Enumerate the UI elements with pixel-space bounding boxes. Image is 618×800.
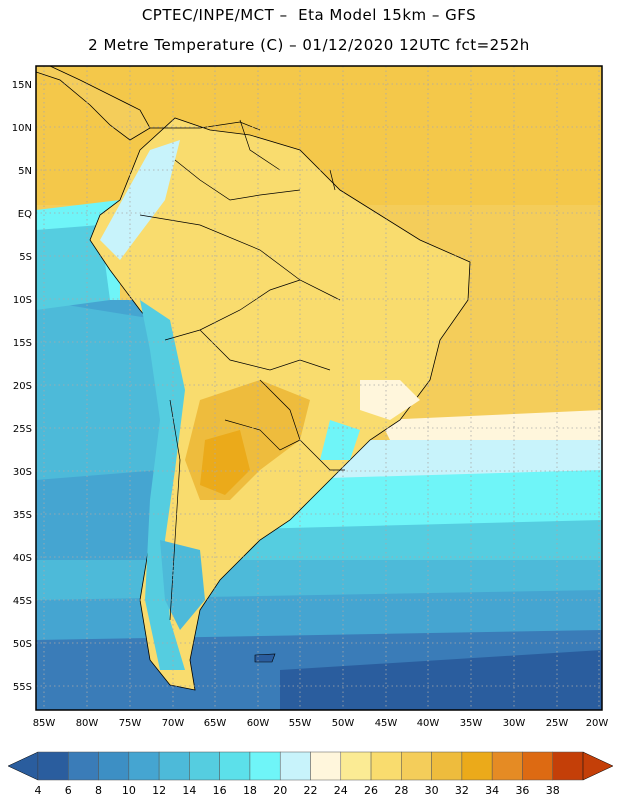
legend-swatch (249, 751, 281, 781)
lat-label: 50S (13, 639, 32, 650)
legend-swatch (68, 751, 99, 781)
legend-swatch (370, 751, 402, 781)
legend-swatch (552, 751, 584, 781)
lat-label: 30S (13, 467, 32, 478)
lon-label: 85W (33, 718, 56, 729)
legend-swatches (7, 751, 614, 781)
longitude-labels: 85W 80W 75W 70W 65W 60W 55W 50W 45W 40W … (33, 718, 609, 729)
lon-label: 50W (332, 718, 355, 729)
lat-label: 10S (13, 295, 32, 306)
legend-label: 6 (65, 784, 72, 797)
lat-label: 15S (13, 338, 32, 349)
legend-swatch (491, 751, 523, 781)
legend-label: 34 (485, 784, 499, 797)
lon-label: 60W (247, 718, 270, 729)
central-america-land (36, 66, 151, 141)
legend-swatch (128, 751, 160, 781)
map-field (36, 66, 602, 710)
lat-label: EQ (18, 209, 32, 220)
map-grid (36, 66, 602, 710)
latitude-labels: 15N 10N 5N EQ 5S 10S 15S 20S 25S 30S 35S… (12, 80, 32, 693)
legend-label: 12 (152, 784, 166, 797)
legend-label: 18 (243, 784, 257, 797)
legend-label: 20 (273, 784, 287, 797)
lat-label: 35S (13, 510, 32, 521)
legend-label: 28 (394, 784, 408, 797)
map-frame (35, 65, 603, 711)
legend-swatch (522, 751, 553, 781)
legend-label: 32 (455, 784, 469, 797)
lon-label: 35W (460, 718, 483, 729)
legend-swatch (37, 751, 69, 781)
legend-swatch (340, 751, 372, 781)
legend-swatch (158, 751, 190, 781)
legend-swatch (310, 751, 342, 781)
legend-label: 38 (546, 784, 560, 797)
legend-swatch (189, 751, 220, 781)
lat-label: 5S (19, 252, 32, 263)
legend-swatch (461, 751, 493, 781)
legend-label: 8 (95, 784, 102, 797)
map-title-line1: CPTEC/INPE/MCT – Eta Model 15km – GFS (141, 6, 477, 24)
legend-label: 22 (304, 784, 318, 797)
legend-swatch (219, 751, 251, 781)
legend-label: 16 (213, 784, 227, 797)
lon-label: 25W (546, 718, 569, 729)
lon-label: 45W (375, 718, 398, 729)
lat-label: 45S (13, 596, 32, 607)
lat-label: 55S (13, 682, 32, 693)
lat-label: 20S (13, 381, 32, 392)
legend-label: 26 (364, 784, 378, 797)
legend-swatch (279, 751, 311, 781)
legend-label: 4 (35, 784, 42, 797)
falkland-islands (254, 653, 276, 663)
lon-label: 70W (162, 718, 185, 729)
lat-label: 15N (12, 80, 32, 91)
legend-swatch (431, 751, 463, 781)
lon-label: 55W (289, 718, 312, 729)
map-title-line2: 2 Metre Temperature (C) – 01/12/2020 12U… (88, 36, 530, 54)
andes-north (100, 140, 180, 260)
legend-label: 14 (182, 784, 196, 797)
lat-label: 5N (18, 166, 32, 177)
lat-label: 25S (13, 424, 32, 435)
color-scale-legend: 4 6 8 10 12 14 16 18 20 22 24 26 28 30 32 34 36 38 (7, 751, 614, 797)
lat-label: 40S (13, 553, 32, 564)
legend-label: 10 (122, 784, 136, 797)
legend-labels: 4 6 8 10 12 14 16 18 20 22 24 26 28 30 32 34 36 38 (35, 784, 560, 797)
country-borders (139, 119, 345, 621)
legend-label: 24 (334, 784, 348, 797)
legend-label: 30 (425, 784, 439, 797)
lon-label: 30W (503, 718, 526, 729)
legend-arrow-high (582, 751, 614, 781)
lon-label: 65W (204, 718, 227, 729)
lon-label: 75W (119, 718, 142, 729)
lon-label: 80W (76, 718, 99, 729)
legend-swatch (98, 751, 130, 781)
lon-label: 20W (586, 718, 609, 729)
legend-swatch (401, 751, 432, 781)
legend-label: 36 (515, 784, 529, 797)
lon-label: 40W (417, 718, 440, 729)
lat-label: 10N (12, 123, 32, 134)
andes-south (140, 300, 185, 670)
legend-arrow-low (7, 751, 39, 781)
